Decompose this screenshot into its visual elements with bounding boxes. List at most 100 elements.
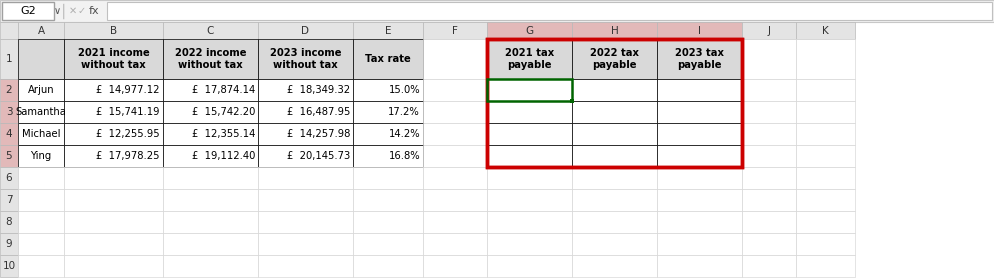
Bar — [487, 22, 572, 39]
Bar — [423, 233, 487, 255]
Bar — [258, 167, 353, 189]
Text: 8: 8 — [6, 217, 12, 227]
Bar — [487, 39, 572, 79]
Bar — [487, 123, 572, 145]
Bar — [64, 101, 163, 123]
Bar — [742, 211, 796, 233]
Bar — [18, 123, 64, 145]
Text: 16.8%: 16.8% — [389, 151, 420, 161]
Bar — [796, 211, 855, 233]
Bar — [163, 167, 258, 189]
Bar — [742, 145, 796, 167]
Bar — [657, 79, 742, 101]
Bar — [353, 101, 423, 123]
Text: 3: 3 — [6, 107, 12, 117]
Bar — [258, 123, 353, 145]
Bar — [657, 167, 742, 189]
Bar — [353, 211, 423, 233]
Bar — [18, 22, 64, 39]
Text: £  14,257.98: £ 14,257.98 — [286, 129, 350, 139]
Bar — [258, 145, 353, 167]
Bar — [163, 211, 258, 233]
Bar — [64, 145, 163, 167]
Bar — [0, 211, 18, 233]
Bar — [423, 39, 487, 79]
Bar — [570, 99, 574, 103]
Bar — [18, 255, 64, 277]
Bar — [423, 145, 487, 167]
Bar — [657, 101, 742, 123]
Bar — [742, 101, 796, 123]
Bar — [64, 211, 163, 233]
Bar — [742, 123, 796, 145]
Bar — [163, 145, 258, 167]
Text: 6: 6 — [6, 173, 12, 183]
Text: £  20,145.73: £ 20,145.73 — [286, 151, 350, 161]
Bar — [657, 145, 742, 167]
Bar — [18, 233, 64, 255]
Bar — [2, 2, 54, 20]
Bar — [487, 79, 572, 101]
Bar — [423, 101, 487, 123]
Bar — [0, 79, 18, 101]
Bar — [796, 255, 855, 277]
Bar — [258, 22, 353, 39]
Text: 1: 1 — [6, 54, 12, 64]
Text: 10: 10 — [2, 261, 16, 271]
Bar — [796, 233, 855, 255]
Text: ∨: ∨ — [54, 6, 61, 16]
Text: 2023 income
without tax: 2023 income without tax — [269, 48, 341, 70]
Text: £  15,742.20: £ 15,742.20 — [192, 107, 255, 117]
Bar — [258, 39, 353, 79]
Text: D: D — [301, 25, 309, 35]
Bar — [657, 101, 742, 123]
Bar — [487, 101, 572, 123]
Bar — [572, 211, 657, 233]
Bar — [0, 145, 18, 167]
Bar — [487, 233, 572, 255]
Bar — [487, 123, 572, 145]
Bar — [657, 211, 742, 233]
Bar — [163, 189, 258, 211]
Bar — [18, 145, 64, 167]
Bar — [657, 233, 742, 255]
Text: £  15,741.19: £ 15,741.19 — [96, 107, 160, 117]
Bar — [353, 22, 423, 39]
Text: 5: 5 — [6, 151, 12, 161]
Bar — [18, 211, 64, 233]
Text: £  17,978.25: £ 17,978.25 — [96, 151, 160, 161]
Bar — [487, 79, 572, 101]
Bar — [657, 123, 742, 145]
Bar — [742, 167, 796, 189]
Bar — [487, 145, 572, 167]
Bar — [742, 39, 796, 79]
Bar — [487, 39, 742, 167]
Bar — [0, 101, 18, 123]
Text: Samantha: Samantha — [16, 107, 67, 117]
Bar — [353, 145, 423, 167]
Bar — [0, 22, 18, 39]
Text: A: A — [38, 25, 45, 35]
Text: 2022 tax
payable: 2022 tax payable — [590, 48, 639, 70]
Bar — [64, 22, 163, 39]
Bar — [353, 255, 423, 277]
Bar — [64, 189, 163, 211]
Text: G: G — [526, 25, 534, 35]
Bar — [657, 145, 742, 167]
Bar — [18, 167, 64, 189]
Bar — [487, 101, 572, 123]
Bar — [18, 189, 64, 211]
Text: K: K — [822, 25, 829, 35]
Bar — [353, 233, 423, 255]
Bar — [487, 211, 572, 233]
Bar — [796, 167, 855, 189]
Bar — [657, 189, 742, 211]
Bar — [423, 22, 487, 39]
Text: ✕: ✕ — [69, 6, 78, 16]
Bar — [423, 189, 487, 211]
Bar — [353, 123, 423, 145]
Bar — [18, 39, 64, 79]
Bar — [657, 123, 742, 145]
Text: 15.0%: 15.0% — [389, 85, 420, 95]
Bar — [572, 22, 657, 39]
